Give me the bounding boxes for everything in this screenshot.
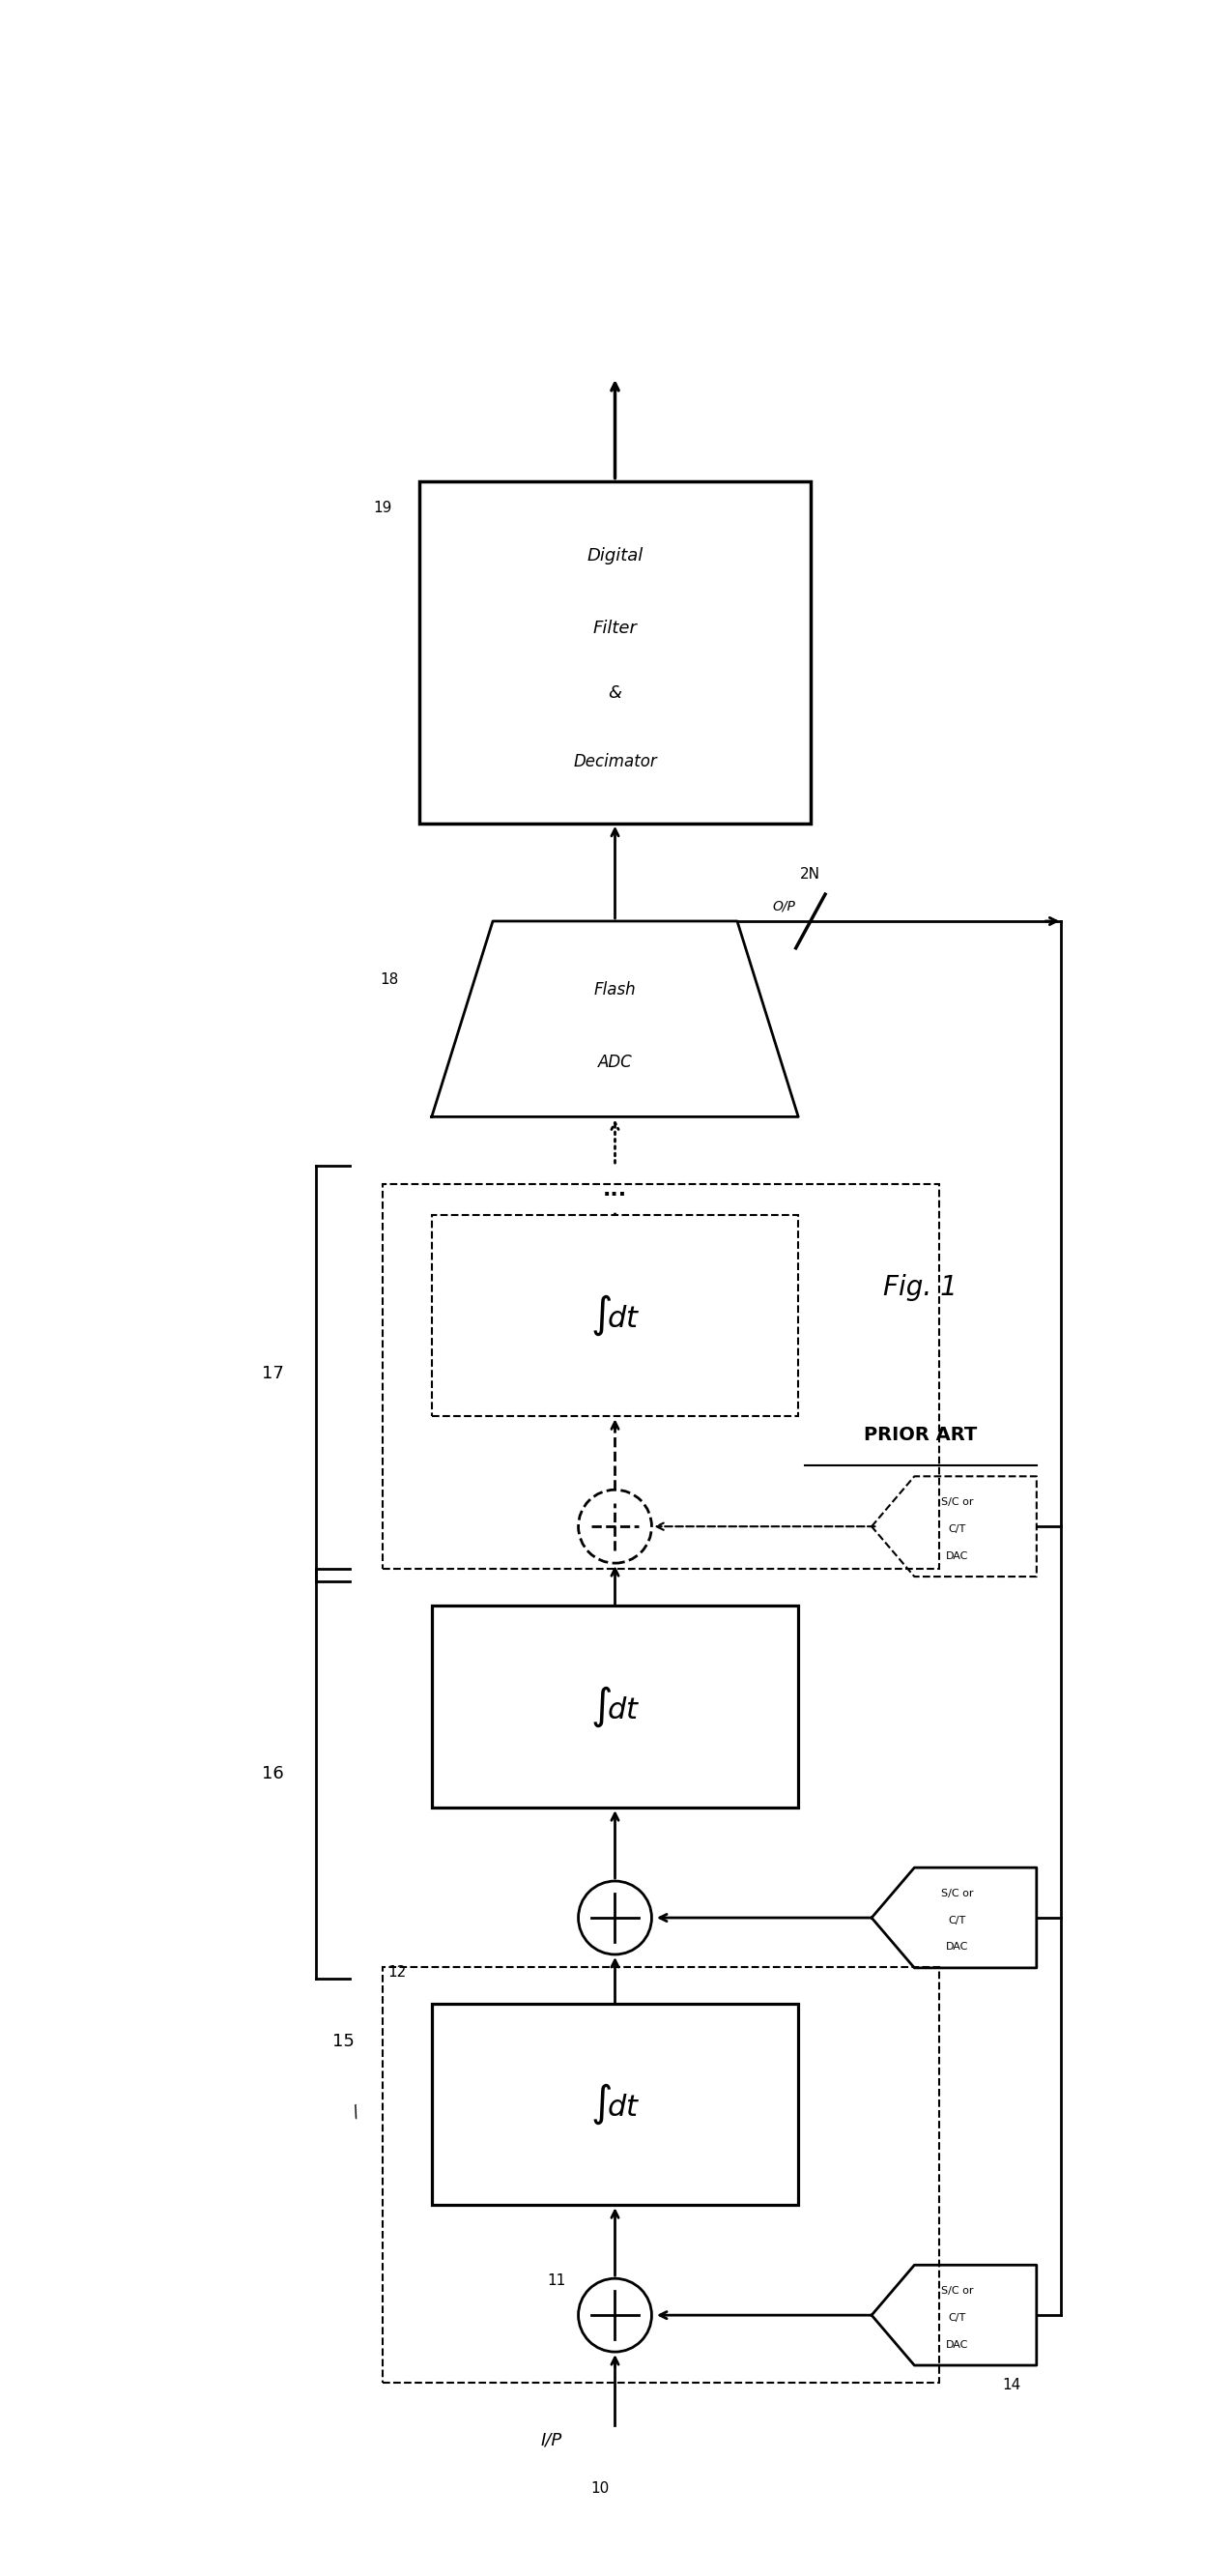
- Text: ADC: ADC: [598, 1054, 632, 1072]
- Text: Fig. 1: Fig. 1: [883, 1275, 958, 1301]
- Text: Flash: Flash: [594, 981, 636, 999]
- Text: $\int\!dt$: $\int\!dt$: [590, 2081, 640, 2128]
- Text: 2N: 2N: [801, 868, 820, 881]
- Bar: [383, 1185, 938, 1569]
- Text: 16: 16: [262, 1765, 284, 1783]
- Bar: [419, 482, 811, 824]
- Text: /: /: [351, 2102, 362, 2123]
- Text: 11: 11: [547, 2275, 566, 2287]
- Text: Decimator: Decimator: [573, 752, 657, 770]
- Text: &: &: [609, 685, 621, 701]
- Text: 15: 15: [332, 2032, 354, 2050]
- Text: 17: 17: [262, 1365, 284, 1383]
- Bar: [383, 1965, 938, 2383]
- Text: 19: 19: [374, 502, 392, 515]
- Text: Filter: Filter: [593, 618, 637, 636]
- Text: 10: 10: [592, 2481, 610, 2496]
- Circle shape: [578, 1880, 652, 1955]
- Text: O/P: O/P: [772, 899, 795, 914]
- Text: 18: 18: [380, 974, 399, 987]
- Text: DAC: DAC: [946, 1551, 969, 1561]
- Text: C/T: C/T: [948, 1525, 967, 1533]
- Text: $\int\!dt$: $\int\!dt$: [590, 1293, 640, 1337]
- Bar: [432, 1216, 798, 1417]
- Text: Digital: Digital: [587, 549, 643, 564]
- Text: $\int\!dt$: $\int\!dt$: [590, 1685, 640, 1728]
- Bar: [432, 2004, 798, 2205]
- Text: S/C or: S/C or: [941, 1497, 974, 1507]
- Circle shape: [578, 1489, 652, 1564]
- Circle shape: [578, 2280, 652, 2352]
- Text: 12: 12: [389, 1965, 407, 1981]
- Bar: [432, 1605, 798, 1808]
- Text: S/C or: S/C or: [941, 2285, 974, 2295]
- Text: 14: 14: [1002, 2378, 1021, 2393]
- Text: C/T: C/T: [948, 1917, 967, 1924]
- Text: DAC: DAC: [946, 1942, 969, 1953]
- Text: C/T: C/T: [948, 2313, 967, 2324]
- Text: DAC: DAC: [946, 2339, 969, 2349]
- Text: S/C or: S/C or: [941, 1888, 974, 1899]
- Text: ...: ...: [603, 1180, 627, 1200]
- Text: PRIOR ART: PRIOR ART: [863, 1425, 977, 1445]
- Text: I/P: I/P: [541, 2432, 562, 2450]
